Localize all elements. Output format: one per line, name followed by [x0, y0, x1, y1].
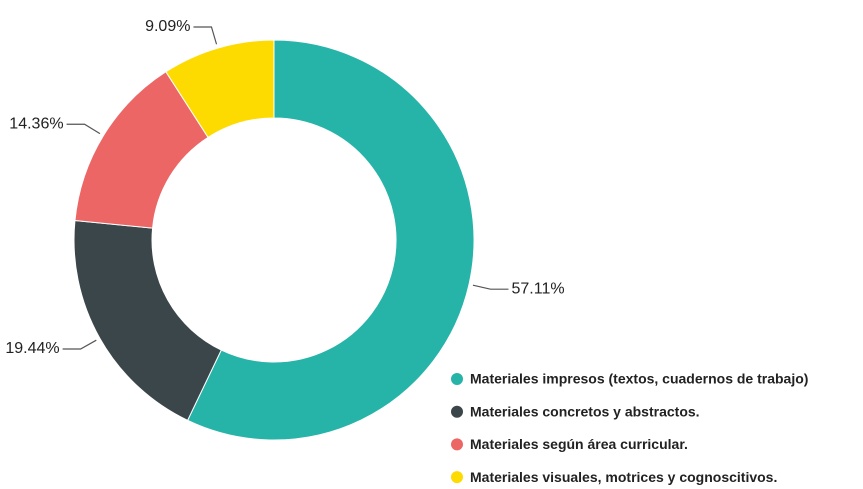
legend-label: Materiales concretos y abstractos. [470, 403, 700, 419]
data-label: 9.09% [145, 18, 190, 35]
data-label: 19.44% [5, 340, 59, 357]
legend-label: Materiales según área curricular. [470, 436, 688, 452]
leader-line [66, 123, 101, 135]
legend-label: Materiales visuales, motrices y cognosci… [470, 469, 777, 485]
legend-label: Materiales impresos (textos, cuadernos d… [470, 371, 808, 387]
data-label: 57.11% [511, 280, 564, 297]
leader-line [62, 339, 97, 350]
legend-marker [451, 405, 463, 418]
legend-marker [451, 373, 463, 385]
leader-line [193, 26, 218, 45]
data-label: 14.36% [9, 115, 63, 132]
donut-slice [186, 39, 475, 441]
donut-slice [73, 220, 222, 422]
legend-marker [451, 438, 463, 451]
legend-marker [451, 471, 463, 484]
leader-line [472, 284, 509, 290]
donut-slice [165, 39, 275, 139]
